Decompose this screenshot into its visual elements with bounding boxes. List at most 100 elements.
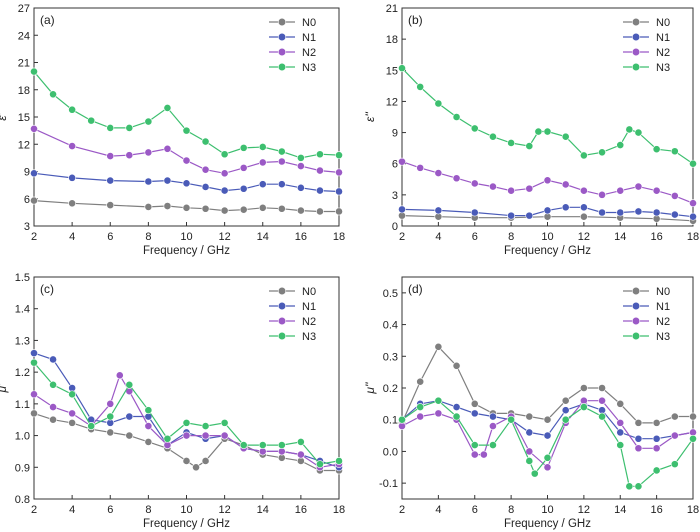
legend: N0 N1 N2 N3 <box>623 286 670 343</box>
x-tick-label: 12 <box>219 504 231 516</box>
y-tick-label: 0.2 <box>383 383 398 395</box>
chart-panel-4: 2 4 6 8 10 12 14 16 18 -0.1 0.0 0.1 0.2 0.3 0.4 0.5 Freq… <box>363 276 699 530</box>
legend-label: N0 <box>302 17 316 29</box>
data-point <box>182 457 191 465</box>
data-point <box>689 412 697 421</box>
data-point <box>220 431 229 440</box>
data-point <box>616 208 625 217</box>
panel-label: (c) <box>40 282 54 296</box>
data-point <box>652 444 661 453</box>
data-point <box>452 174 461 183</box>
data-point <box>125 431 134 440</box>
data-point <box>561 203 570 212</box>
legend-marker <box>631 301 641 311</box>
data-point <box>525 184 534 193</box>
legend-marker <box>277 301 287 311</box>
data-point <box>68 105 77 114</box>
y-tick-label: 1.3 <box>15 335 30 347</box>
data-point <box>579 203 588 212</box>
legend-marker <box>631 17 641 27</box>
data-point <box>277 157 286 166</box>
series-N3 <box>398 396 697 491</box>
x-tick-label: 8 <box>508 504 514 516</box>
legend-label: N1 <box>656 301 670 313</box>
legend: N0 N1 N2 N3 <box>269 17 316 74</box>
legend-label: N1 <box>302 32 316 44</box>
data-point <box>258 441 267 449</box>
x-tick-label: 14 <box>257 231 269 243</box>
data-point <box>296 162 305 170</box>
data-point <box>30 349 38 358</box>
data-point <box>634 434 643 443</box>
y-tick-label: 9 <box>24 167 30 179</box>
series-line <box>401 67 694 165</box>
data-point <box>335 151 343 160</box>
data-point <box>125 412 134 421</box>
data-point <box>689 212 697 221</box>
series-N0 <box>30 196 343 216</box>
legend-marker <box>277 286 287 296</box>
data-point <box>201 165 210 174</box>
data-point <box>689 434 697 443</box>
data-point <box>416 377 425 386</box>
data-point <box>670 460 679 469</box>
data-point <box>470 450 479 459</box>
data-point <box>652 434 661 443</box>
data-point <box>489 441 497 449</box>
data-point <box>579 151 588 160</box>
data-point <box>416 82 425 91</box>
data-point <box>258 158 267 167</box>
x-tick-label: 4 <box>435 504 441 516</box>
data-point <box>616 141 625 149</box>
y-tick-label: 1.4 <box>15 304 30 316</box>
data-point <box>561 180 570 189</box>
x-tick-label: 2 <box>399 231 405 243</box>
legend-label: N3 <box>302 331 316 343</box>
y-tick-label: -0.1 <box>379 478 398 490</box>
data-point <box>30 390 38 399</box>
legend: N0 N1 N2 N3 <box>269 286 316 343</box>
data-point <box>192 463 200 472</box>
data-point <box>277 147 286 156</box>
data-point <box>182 431 191 440</box>
data-point <box>398 415 406 424</box>
x-tick-label: 18 <box>333 504 345 516</box>
data-point <box>525 412 534 421</box>
data-point <box>182 179 191 188</box>
data-point <box>634 418 643 427</box>
legend-marker <box>277 316 287 326</box>
data-point <box>489 422 497 430</box>
data-point <box>201 183 210 191</box>
data-point <box>543 463 552 472</box>
y-tick-label: 6 <box>392 159 398 171</box>
series-line <box>401 400 694 487</box>
legend-marker <box>631 286 641 296</box>
y-tick-label: 27 <box>18 3 30 15</box>
data-point <box>125 151 134 160</box>
y-axis-label: ε' <box>0 113 9 121</box>
data-point <box>670 147 679 156</box>
data-point <box>398 64 406 73</box>
x-axis-label: Frequency / GHz <box>143 518 230 530</box>
data-point <box>30 196 38 205</box>
x-tick-label: 10 <box>541 231 553 243</box>
data-point <box>182 156 191 165</box>
data-point <box>470 179 479 188</box>
panel-label: (a) <box>40 13 55 27</box>
legend-marker <box>631 316 641 326</box>
x-tick-label: 16 <box>651 504 663 516</box>
data-point <box>316 460 324 469</box>
data-point <box>220 169 229 178</box>
legend-marker <box>631 47 641 57</box>
y-tick-label: 15 <box>386 65 398 77</box>
legend-label: N1 <box>656 32 670 44</box>
data-point <box>530 469 539 478</box>
data-point <box>182 418 191 427</box>
data-point <box>163 104 172 112</box>
legend-label: N2 <box>302 47 316 59</box>
data-point <box>507 211 516 220</box>
data-point <box>296 206 305 215</box>
data-point <box>30 169 38 178</box>
data-point <box>543 453 552 462</box>
x-tick-label: 18 <box>687 504 699 516</box>
